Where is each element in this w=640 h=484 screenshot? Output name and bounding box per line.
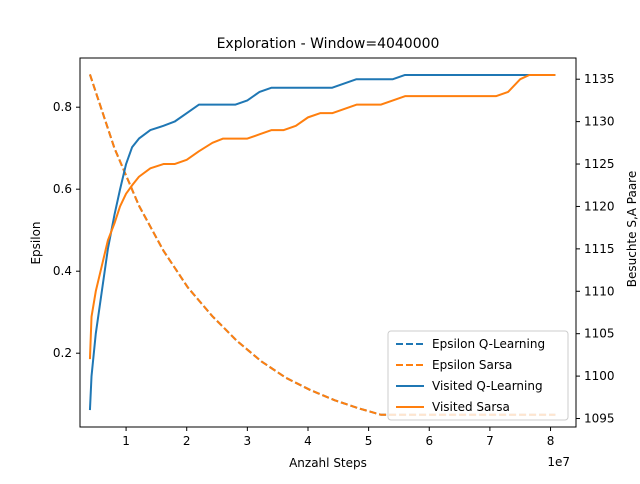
right-y-tick-label-1: 1100	[584, 369, 615, 383]
right-y-tick-label-7: 1130	[584, 115, 615, 129]
right-y-axis: 1095 1100 1105 1110 1115 1120 1125 1130 1135	[576, 72, 615, 426]
series-line-visited-sarsa	[88, 73, 556, 360]
x-axis-offset-label: 1e7	[547, 455, 570, 469]
legend-label-epsilon-sarsa: Epsilon Sarsa	[432, 358, 512, 372]
x-tick-label-7: 8	[547, 434, 555, 448]
left-y-tick-label-0: 0.2	[53, 346, 72, 360]
x-tick-label-5: 6	[425, 434, 433, 448]
right-y-tick-label-0: 1095	[584, 412, 615, 426]
legend-label-visited-q-learning: Visited Q-Learning	[432, 379, 543, 393]
x-tick-label-6: 7	[486, 434, 494, 448]
x-tick-label-4: 5	[365, 434, 373, 448]
left-y-axis-label: Epsilon	[29, 221, 43, 264]
right-y-tick-label-2: 1105	[584, 327, 615, 341]
right-y-tick-label-6: 1125	[584, 157, 615, 171]
left-y-axis: 0.2 0.4 0.6 0.8	[53, 100, 80, 360]
right-y-tick-label-3: 1110	[584, 284, 615, 298]
legend-label-epsilon-q-learning: Epsilon Q-Learning	[432, 337, 545, 351]
right-y-tick-label-4: 1115	[584, 242, 615, 256]
left-y-tick-label-3: 0.8	[53, 100, 72, 114]
x-axis-label: Anzahl Steps	[289, 456, 367, 470]
legend: Epsilon Q-Learning Epsilon Sarsa Visited…	[387, 330, 569, 421]
x-tick-label-1: 2	[183, 434, 191, 448]
x-tick-label-3: 4	[304, 434, 312, 448]
x-tick-label-0: 1	[122, 434, 130, 448]
right-y-tick-label-5: 1120	[584, 199, 615, 213]
series-line-visited-q-learning	[88, 73, 556, 411]
left-y-tick-label-1: 0.4	[53, 264, 72, 278]
legend-label-visited-sarsa: Visited Sarsa	[432, 400, 510, 414]
chart-title: Exploration - Window=4040000	[217, 36, 440, 52]
legend-box	[387, 330, 569, 421]
x-axis: 1 2 3 4 5 6 7 8	[122, 427, 554, 448]
right-y-tick-label-8: 1135	[584, 72, 615, 86]
plot-frame	[79, 57, 577, 428]
x-tick-label-2: 3	[244, 434, 252, 448]
left-y-tick-label-2: 0.6	[53, 182, 72, 196]
right-y-axis-label: Besuchte S,A Paare	[625, 171, 639, 288]
